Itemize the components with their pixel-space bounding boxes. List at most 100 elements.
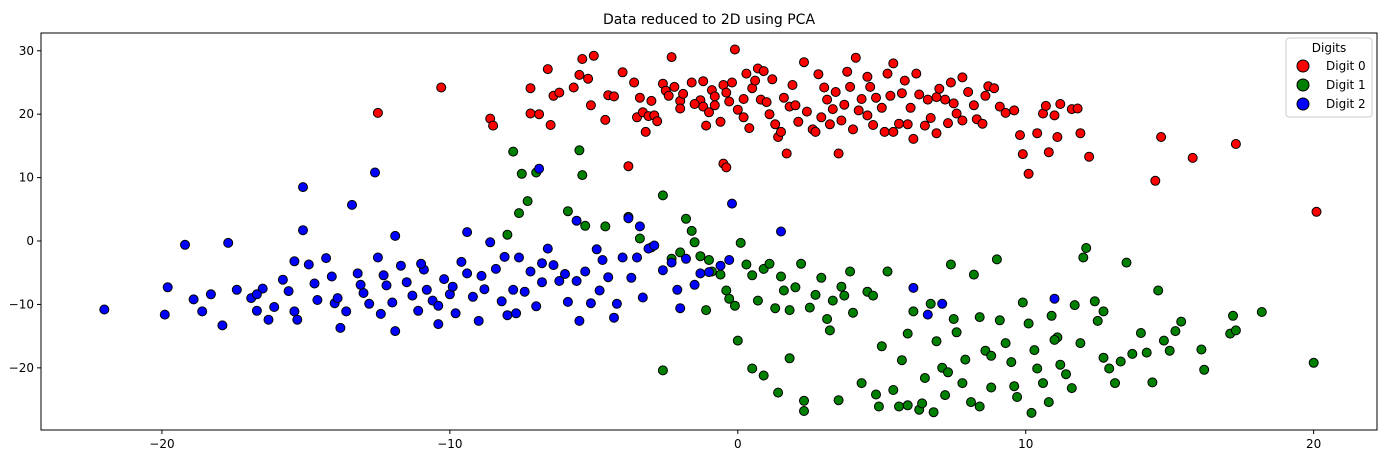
data-point (1032, 128, 1043, 139)
data-point (816, 272, 827, 283)
data-point (1000, 107, 1011, 118)
data-point (298, 182, 308, 193)
data-point (848, 124, 858, 135)
data-point (1098, 306, 1109, 317)
data-point (796, 258, 807, 269)
data-point (813, 69, 824, 80)
data-point (721, 285, 732, 296)
data-point (940, 94, 951, 105)
data-point (375, 308, 386, 319)
x-tick-label: 20 (1306, 437, 1321, 451)
data-point (390, 230, 401, 241)
data-point (810, 289, 821, 300)
data-point (899, 75, 910, 86)
data-point (968, 269, 979, 280)
x-tick-label: 0 (734, 437, 742, 451)
data-point (738, 112, 749, 123)
data-point (1023, 318, 1034, 329)
legend-title: Digits (1312, 41, 1346, 55)
data-point (896, 88, 907, 99)
data-point (574, 145, 585, 156)
data-point (675, 303, 686, 314)
data-point (542, 243, 553, 254)
data-point (758, 66, 769, 77)
data-point (804, 302, 815, 313)
legend-box (1285, 37, 1373, 118)
data-point (335, 322, 346, 333)
data-point (1052, 132, 1063, 142)
data-point (917, 398, 928, 409)
data-point (1230, 139, 1241, 149)
data-point (669, 81, 680, 92)
data-point (701, 305, 712, 316)
data-point (646, 95, 657, 106)
data-point (747, 270, 758, 281)
data-point (911, 68, 922, 79)
data-point (919, 373, 930, 383)
data-point (974, 401, 985, 412)
data-point (876, 102, 887, 113)
data-point (657, 265, 668, 276)
data-point (778, 285, 789, 296)
data-point (413, 305, 424, 316)
data-point (934, 83, 945, 94)
data-point (957, 115, 968, 126)
data-point (447, 281, 458, 292)
data-point (372, 252, 383, 263)
x-tick-label: −20 (149, 437, 174, 451)
data-point (180, 239, 190, 250)
data-point (663, 90, 674, 101)
data-point (776, 126, 786, 137)
data-point (865, 81, 876, 92)
data-point (395, 260, 406, 271)
data-point (591, 244, 602, 255)
data-point (873, 401, 884, 412)
data-point (433, 300, 444, 311)
data-point (577, 170, 588, 181)
data-point (966, 397, 976, 408)
data-point (580, 220, 591, 231)
data-point (634, 233, 645, 244)
data-point (931, 336, 942, 347)
data-point (1040, 100, 1051, 111)
x-tick-label: −10 (437, 437, 462, 451)
data-point (902, 328, 913, 339)
data-point (1069, 300, 1080, 311)
data-point (925, 298, 936, 309)
data-point (652, 116, 663, 127)
data-point (799, 406, 809, 416)
data-point (715, 260, 726, 271)
data-point (1187, 152, 1198, 163)
data-point (626, 272, 637, 283)
data-point (888, 385, 899, 395)
data-point (433, 319, 444, 330)
data-point (571, 276, 582, 286)
data-point (571, 215, 582, 226)
data-point (862, 110, 873, 121)
data-point (562, 296, 573, 307)
data-point (1049, 110, 1060, 121)
data-point (609, 91, 619, 102)
data-point (479, 284, 490, 295)
data-point (822, 314, 833, 324)
data-point (298, 225, 308, 236)
data-point (793, 116, 804, 127)
data-point (945, 259, 956, 270)
data-point (715, 116, 726, 127)
data-point (770, 119, 781, 130)
data-point (724, 293, 735, 304)
data-point (991, 254, 1002, 265)
data-point (401, 277, 412, 288)
data-point (764, 258, 775, 269)
data-point (352, 268, 363, 279)
data-point (709, 100, 720, 111)
data-point (358, 288, 369, 298)
data-point (1256, 307, 1267, 317)
data-point (830, 87, 841, 97)
data-point (370, 167, 380, 178)
data-point (542, 64, 553, 75)
data-point (894, 118, 904, 129)
data-point (1072, 103, 1083, 114)
data-point (824, 325, 835, 336)
data-point (724, 96, 735, 107)
